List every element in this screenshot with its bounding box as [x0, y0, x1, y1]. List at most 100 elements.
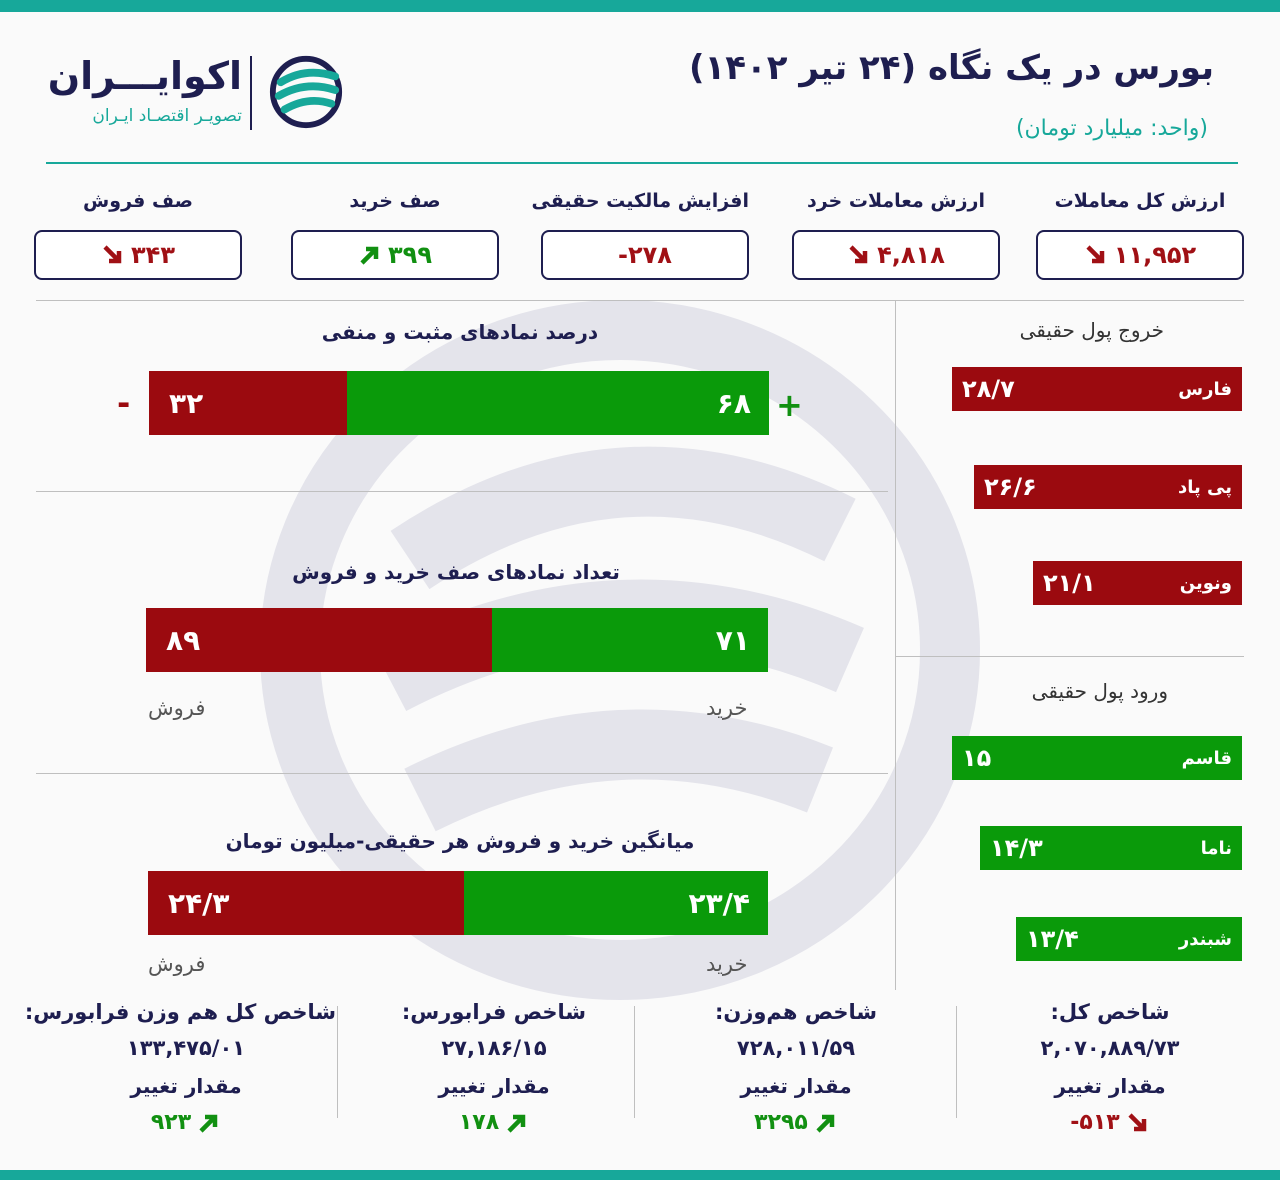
index-name: شاخص کل هم وزن فرابورس:: [24, 1000, 336, 1024]
stat-value: ۱۱,۹۵۲: [1113, 241, 1197, 269]
index-value: ۷۲۸,۰۱۱/۵۹: [736, 1036, 856, 1060]
outflow-symbol: ونوین: [1179, 572, 1232, 594]
outflow-value: ۲۸/۷: [962, 375, 1015, 403]
change-value: -۵۱۳: [1070, 1110, 1120, 1135]
page-title: بورس در یک نگاه (۲۴ تیر ۱۴۰۲): [689, 48, 1214, 88]
outflow-item: ۲۶/۶ پی پاد: [974, 465, 1242, 509]
percent-bar: ۳۲ ۶۸: [149, 371, 769, 435]
index-value: ۱۳۳,۴۷۵/۰۱: [126, 1036, 246, 1060]
arrow-up-icon: [816, 1114, 835, 1133]
index-change: ۹۲۳: [36, 1110, 336, 1135]
index-farabourse-equal-weight: شاخص کل هم وزن فرابورس: ۱۳۳,۴۷۵/۰۱ مقدار…: [24, 1000, 336, 1135]
percent-section-title: درصد نمادهای مثبت و منفی: [321, 320, 599, 344]
inflow-title: ورود پول حقیقی: [1031, 679, 1168, 703]
buy-value: ۲۳/۴: [688, 886, 750, 920]
queue-bar: ۸۹ ۷۱: [146, 608, 768, 672]
stat-value: ۴,۸۱۸: [877, 241, 945, 269]
stat-label: افزایش مالکیت حقیقی: [531, 190, 749, 212]
index-equal-weight: شاخص هم‌وزن: ۷۲۸,۰۱۱/۵۹ مقدار تغییر ۳۲۹۵: [646, 1000, 946, 1135]
outflow-title: خروج پول حقیقی: [1019, 318, 1164, 342]
stat-label: صف فروش: [83, 190, 193, 212]
sell-value: ۲۴/۳: [168, 886, 230, 920]
positive-value: ۶۸: [716, 386, 751, 420]
arrow-down-icon: [1128, 1112, 1146, 1131]
logo-tagline: تصویـر اقتصـاد ایـران: [92, 106, 242, 126]
change-label: مقدار تغییر: [130, 1074, 242, 1098]
sell-value: ۸۹: [166, 623, 201, 657]
top-accent-line: [0, 0, 1280, 12]
stat-value: -۲۷۸: [618, 241, 672, 269]
stat-box: ۳۹۹: [291, 230, 499, 280]
avg-bar: ۲۴/۳ ۲۳/۴: [148, 871, 768, 935]
index-change: ۳۲۹۵: [646, 1110, 946, 1135]
arrow-down-icon: [103, 245, 122, 264]
buy-caption: خرید: [706, 952, 748, 976]
change-label: مقدار تغییر: [740, 1074, 852, 1098]
negative-segment: ۳۲: [149, 371, 348, 435]
index-separator: [634, 1006, 635, 1118]
minus-sign: -: [117, 384, 131, 422]
inflow-symbol: شبندر: [1178, 928, 1232, 950]
stat-box: ۱۱,۹۵۲: [1036, 230, 1244, 280]
column-divider: [895, 300, 896, 990]
stat-buy-queue: صف خرید ۳۹۹: [291, 186, 499, 280]
buy-value: ۷۱: [715, 623, 750, 657]
brand-logo: اکوایـــران تصویـر اقتصـاد ایـران: [48, 52, 352, 142]
section-divider: [895, 656, 1244, 657]
inflow-symbol: ناما: [1200, 837, 1232, 859]
sell-segment: ۲۴/۳: [148, 871, 464, 935]
outflow-symbol: پی پاد: [1178, 476, 1232, 498]
logo-mark-icon: [269, 55, 343, 129]
index-separator: [956, 1006, 957, 1118]
stat-box: ۳۴۳: [34, 230, 242, 280]
sell-caption: فروش: [148, 696, 206, 720]
inflow-value: ۱۴/۳: [990, 834, 1043, 862]
buy-segment: ۲۳/۴: [463, 871, 768, 935]
section-divider: [36, 300, 1244, 301]
stat-box: -۲۷۸: [541, 230, 749, 280]
index-separator: [337, 1006, 338, 1118]
avg-section-title: میانگین خرید و فروش هر حقیقی-میلیون توما…: [225, 829, 695, 853]
index-value: ۲,۰۷۰,۸۸۹/۷۳: [1040, 1036, 1180, 1060]
index-name: شاخص هم‌وزن:: [714, 1000, 878, 1024]
inflow-symbol: قاسم: [1181, 747, 1232, 769]
arrow-down-icon: [1086, 245, 1105, 264]
buy-caption: خرید: [706, 696, 748, 720]
stat-label: ارزش معاملات خرد: [806, 190, 985, 212]
outflow-symbol: فارس: [1178, 378, 1232, 400]
index-total: شاخص کل: ۲,۰۷۰,۸۸۹/۷۳ مقدار تغییر -۵۱۳: [960, 1000, 1260, 1135]
logo-name: اکوایـــران: [47, 54, 242, 98]
arrow-down-icon: [849, 245, 868, 264]
inflow-item: ۱۵ قاسم: [952, 736, 1242, 780]
change-value: ۱۷۸: [458, 1110, 500, 1135]
stat-value: ۳۴۳: [131, 241, 175, 269]
stat-sell-queue: صف فروش ۳۴۳: [34, 186, 242, 280]
change-label: مقدار تغییر: [1054, 1074, 1166, 1098]
plus-sign: +: [776, 386, 803, 424]
inflow-item: ۱۳/۴ شبندر: [1016, 917, 1242, 961]
index-name: شاخص فرابورس:: [401, 1000, 587, 1024]
arrow-up-icon: [507, 1114, 526, 1133]
index-change: ۱۷۸: [344, 1110, 644, 1135]
stat-ownership-change: افزایش مالکیت حقیقی -۲۷۸: [531, 186, 749, 280]
queue-section-title: تعداد نمادهای صف خرید و فروش: [292, 560, 620, 584]
unit-subtitle: (واحد: میلیارد تومان): [1015, 116, 1208, 141]
sell-segment: ۸۹: [146, 608, 492, 672]
section-divider: [36, 491, 888, 492]
bottom-accent-line: [0, 1170, 1280, 1180]
header-divider: [46, 162, 1238, 164]
change-value: ۹۲۳: [150, 1110, 192, 1135]
logo-divider: [250, 56, 252, 130]
index-name: شاخص کل:: [1050, 1000, 1170, 1024]
stat-box: ۴,۸۱۸: [792, 230, 1000, 280]
change-label: مقدار تغییر: [438, 1074, 550, 1098]
section-divider: [36, 773, 888, 774]
stat-retail-value: ارزش معاملات خرد ۴,۸۱۸: [792, 186, 1000, 280]
inflow-item: ۱۴/۳ ناما: [980, 826, 1242, 870]
index-value: ۲۷,۱۸۶/۱۵: [441, 1036, 547, 1060]
outflow-value: ۲۱/۱: [1043, 569, 1096, 597]
positive-segment: ۶۸: [347, 371, 769, 435]
change-value: ۳۲۹۵: [754, 1110, 808, 1135]
buy-segment: ۷۱: [491, 608, 768, 672]
outflow-value: ۲۶/۶: [984, 473, 1037, 501]
